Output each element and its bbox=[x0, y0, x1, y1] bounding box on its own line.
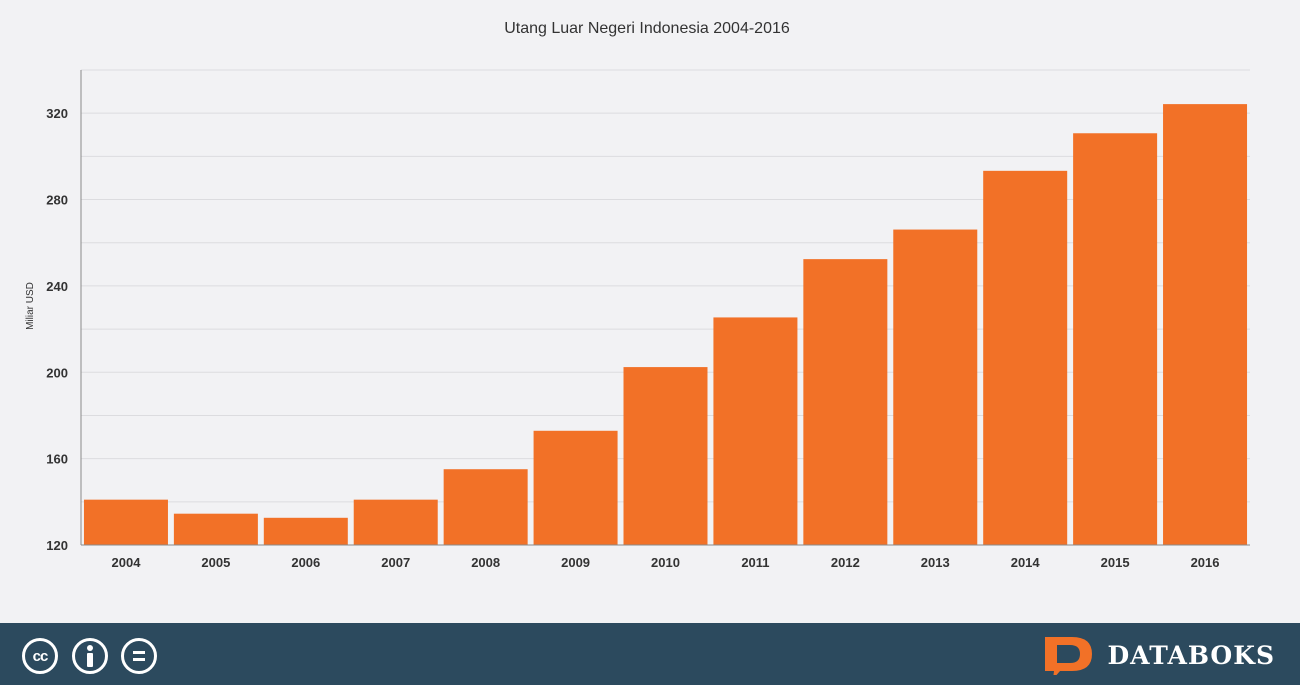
attribution-icon bbox=[72, 638, 108, 674]
cc-label: cc bbox=[32, 647, 49, 665]
bar-2013[interactable] bbox=[893, 229, 978, 545]
x-tick-label: 2015 bbox=[1101, 555, 1130, 570]
chart-title: Utang Luar Negeri Indonesia 2004-2016 bbox=[504, 20, 790, 37]
bar-2014[interactable] bbox=[983, 170, 1068, 546]
bar-2005[interactable] bbox=[173, 513, 258, 545]
bar-2015[interactable] bbox=[1073, 133, 1158, 546]
brand-name: DATABOKS bbox=[1107, 640, 1275, 670]
x-tick-label: 2004 bbox=[112, 555, 142, 570]
bar-2004[interactable] bbox=[83, 499, 168, 545]
bar-chart: Utang Luar Negeri Indonesia 2004-2016 Mi… bbox=[25, 20, 1250, 570]
creative-commons-icon: cc bbox=[22, 638, 58, 674]
y-axis-label: Miliar USD bbox=[25, 282, 36, 330]
x-tick-label: 2010 bbox=[651, 555, 680, 570]
x-tick-label: 2012 bbox=[831, 555, 860, 570]
no-derivatives-icon bbox=[121, 638, 157, 674]
bar-2010[interactable] bbox=[623, 367, 708, 545]
y-tick-label: 240 bbox=[46, 279, 68, 294]
x-tick-label: 2011 bbox=[741, 555, 769, 570]
x-tick-label: 2007 bbox=[381, 555, 410, 570]
x-tick-label: 2005 bbox=[201, 555, 230, 570]
x-tick-label: 2009 bbox=[561, 555, 590, 570]
x-tick-label: 2008 bbox=[471, 555, 500, 570]
x-tick-label: 2014 bbox=[1011, 555, 1041, 570]
bar-2006[interactable] bbox=[263, 517, 348, 545]
y-tick-label: 280 bbox=[46, 193, 68, 208]
x-tick-label: 2013 bbox=[921, 555, 950, 570]
databoks-logo-icon: D bbox=[1044, 637, 1092, 675]
bar-2009[interactable] bbox=[533, 430, 618, 545]
y-tick-label: 200 bbox=[46, 365, 68, 380]
bar-2012[interactable] bbox=[803, 259, 888, 545]
y-tick-label: 160 bbox=[46, 452, 68, 467]
bar-2016[interactable] bbox=[1163, 104, 1248, 545]
x-tick-label: 2016 bbox=[1191, 555, 1220, 570]
bar-2007[interactable] bbox=[353, 499, 438, 545]
bar-2008[interactable] bbox=[443, 469, 528, 545]
y-tick-label: 120 bbox=[46, 538, 68, 553]
bar-2011[interactable] bbox=[713, 317, 798, 545]
x-tick-label: 2006 bbox=[291, 555, 320, 570]
footer-bar: cc D DATABOKS bbox=[0, 623, 1300, 685]
y-tick-label: 320 bbox=[46, 106, 68, 121]
databoks-brand[interactable]: D DATABOKS bbox=[1044, 637, 1276, 675]
